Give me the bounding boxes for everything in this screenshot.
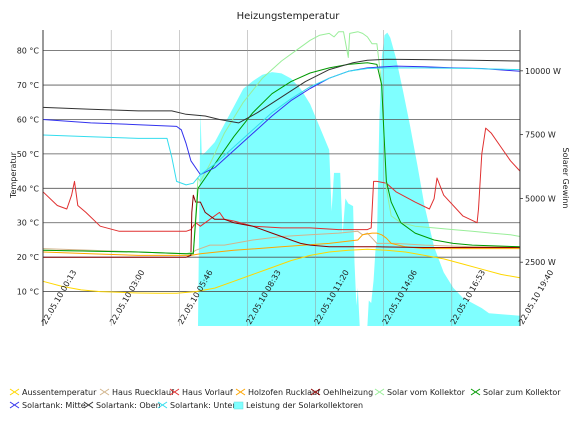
legend-label: Solar vom Kollektor [387,388,466,397]
y-axis-label: Temperatur [9,151,18,199]
legend-swatch-area [233,401,244,410]
y-tick-label: 80 °C [17,47,40,56]
y-tick-label: 10 °C [17,288,40,297]
legend: Aussentemperatur Haus Ruecklauf Haus Vorla… [9,388,561,410]
series-layer [42,31,521,294]
area-series-solar-power [43,32,520,326]
series-line-9 [42,67,521,186]
legend-swatch [235,388,246,396]
legend-swatch [157,401,168,409]
legend-label: Leistung der Solarkollektoren [246,401,363,410]
legend-label: Oehlheizung [323,388,373,397]
area-layer [43,32,520,326]
y-tick-label: 20 °C [17,253,40,262]
legend-label: Holzofen Rucklauf [248,388,320,397]
y2-tick-label: 2500 W [525,258,556,267]
legend-label: Solar zum Kollektor [483,388,561,397]
series-line-5 [42,31,521,255]
chart-title: Heizungstemperatur [237,11,341,22]
y-tick-label: 60 °C [17,115,40,124]
legend-swatch [470,388,481,396]
series-line-2 [42,127,521,232]
series-line-0 [42,248,521,294]
legend-swatch [99,388,110,396]
series-line-7 [42,65,521,176]
legend-label: Solartank: Unten [170,401,237,410]
x-tick-label: 22.05.10 03:00 [108,268,146,326]
y-tick-label: 70 °C [17,81,40,90]
legend-swatch [83,401,94,409]
y-tick-label: 50 °C [17,150,40,159]
legend-label: Haus Vorlauf [182,388,233,397]
y2-tick-label: 5000 W [525,194,556,203]
legend-label: Solartank: Oben [96,401,161,410]
legend-label: Haus Ruecklauf [112,388,174,397]
x-tick-label: 22.05.10 19:40 [517,268,555,326]
legend-swatch [374,388,385,396]
y2-axis-label: Solarer Gewinn [561,148,570,209]
legend-swatch [310,388,321,396]
series-line-4 [43,194,520,258]
y2-tick-label: 10000 W [525,67,561,76]
series-line-8 [42,58,521,124]
legend-label: Aussentemperatur [22,388,97,397]
y-tick-label: 40 °C [17,184,40,193]
legend-swatch [169,388,180,396]
legend-label: Solartank: Mitte [22,401,86,410]
series-line-3 [42,232,520,256]
series-line-6 [42,62,521,255]
x-tick-label: 22.05.10 00:13 [40,268,78,326]
y2-tick-label: 7500 W [525,131,556,140]
legend-swatch [9,388,20,396]
legend-swatch [9,401,20,409]
y-tick-label: 30 °C [17,219,40,228]
grid-layer [42,30,521,326]
